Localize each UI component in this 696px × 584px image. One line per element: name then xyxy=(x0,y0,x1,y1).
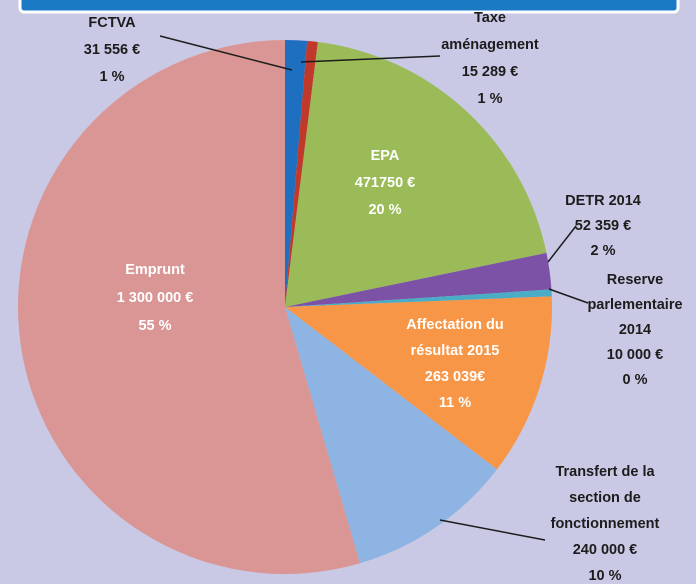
leader-line xyxy=(300,55,441,63)
pie-slice xyxy=(285,289,552,307)
value-label: 15 289 € xyxy=(462,64,518,80)
leader-line xyxy=(159,35,293,71)
leader-line xyxy=(439,519,546,541)
value-label: 10 000 € xyxy=(607,347,663,363)
slice-label: FCTVA xyxy=(88,15,136,31)
percent-label: 0 % xyxy=(623,372,648,388)
percent-label: 11 % xyxy=(439,395,471,411)
slice-label: Emprunt xyxy=(125,262,185,278)
pie-slice xyxy=(285,42,547,308)
pie-slice xyxy=(285,40,318,307)
percent-label: 10 % xyxy=(588,568,621,584)
value-label: 471750 € xyxy=(355,175,415,191)
value-label: 1 300 000 € xyxy=(117,290,194,306)
pie-slice xyxy=(285,40,308,307)
slice-label: Transfert de la section de fonctionnement xyxy=(551,464,660,532)
slice-label: Reserve parlementaire 2014 xyxy=(587,272,682,338)
pie-slice xyxy=(285,252,552,307)
header-bar xyxy=(18,0,680,14)
percent-label: 20 % xyxy=(368,202,401,218)
value-label: 263 039€ xyxy=(425,369,485,385)
slice-label: Taxe aménagement xyxy=(441,10,539,53)
slice-label: Affectation du résultat 2015 xyxy=(406,317,503,359)
percent-label: 1 % xyxy=(100,69,125,85)
percent-label: 55 % xyxy=(138,318,171,334)
percent-label: 1 % xyxy=(478,91,503,107)
leader-line xyxy=(548,288,589,304)
pie-slice xyxy=(285,307,497,564)
pie-slice xyxy=(17,40,360,575)
leader-line xyxy=(547,225,577,263)
slice-label: EPA xyxy=(371,148,400,164)
slice-label: DETR 2014 xyxy=(565,193,641,209)
value-label: 31 556 € xyxy=(84,42,140,58)
value-label: 240 000 € xyxy=(573,542,638,558)
value-label: 52 359 € xyxy=(575,218,631,234)
percent-label: 2 % xyxy=(591,243,616,259)
pie-slice xyxy=(285,296,552,470)
